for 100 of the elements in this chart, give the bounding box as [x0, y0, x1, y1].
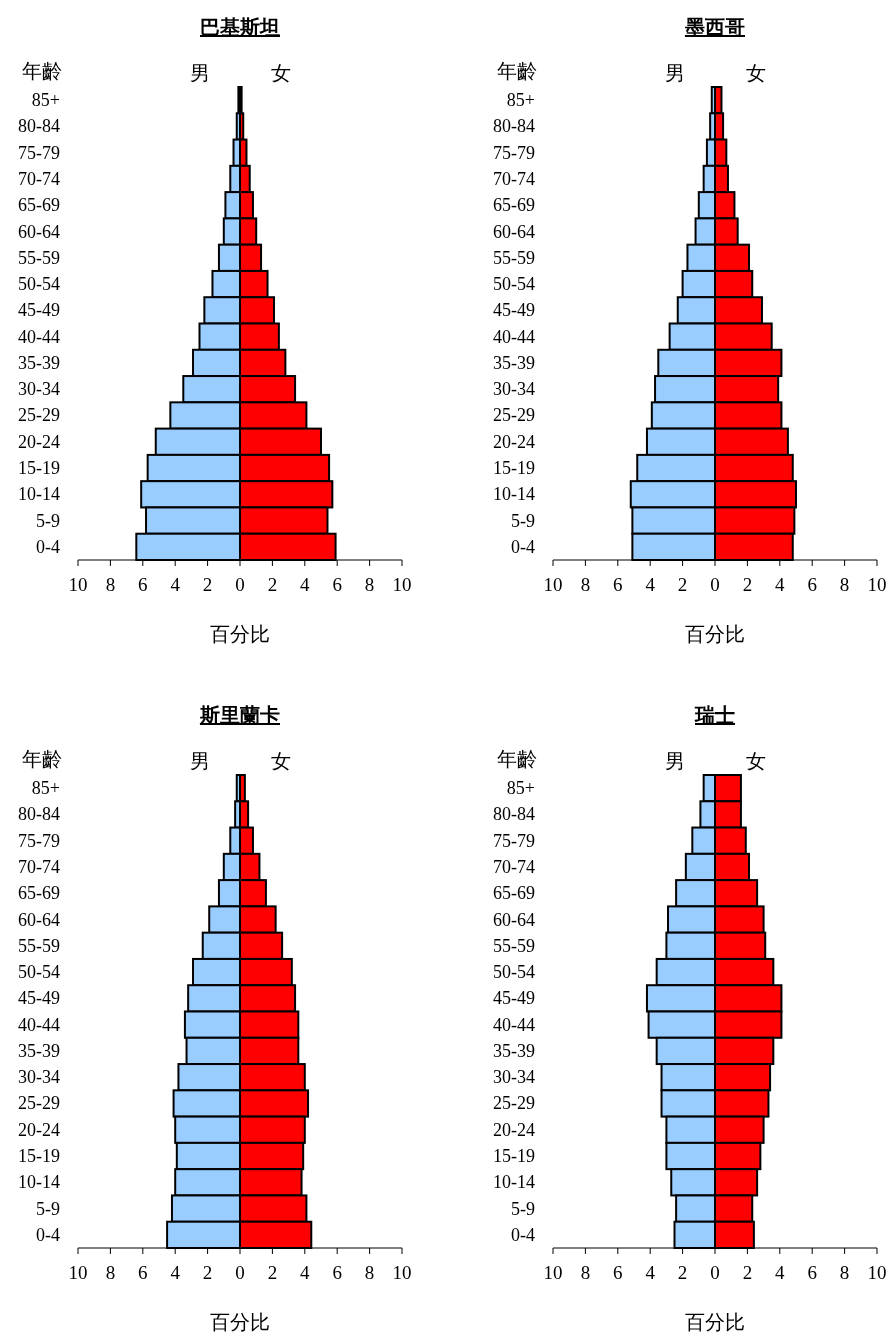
y-tick-label: 70-74	[493, 168, 535, 189]
x-tick-label: 2	[202, 1262, 213, 1283]
y-tick-label: 45-49	[493, 300, 535, 321]
y-tick-label: 60-64	[493, 909, 535, 930]
y-tick-label: 5-9	[511, 1198, 535, 1219]
x-tick-label: 8	[364, 574, 375, 595]
y-tick-label: 10-14	[18, 484, 60, 505]
chart-title: 巴基斯坦	[200, 16, 280, 38]
x-tick-label: 8	[580, 1262, 591, 1283]
y-tick-label: 80-84	[18, 116, 60, 137]
x-tick-label: 4	[300, 1262, 311, 1283]
y-tick-label: 25-29	[493, 1093, 535, 1114]
x-tick-label: 0	[710, 1262, 720, 1283]
y-axis-title: 年齡	[497, 748, 537, 770]
y-tick-label: 85+	[506, 90, 535, 111]
x-tick-label: 2	[742, 1262, 753, 1283]
series-label: 女	[270, 750, 291, 772]
y-tick-label: 25-29	[493, 405, 535, 426]
x-tick-label: 4	[170, 1262, 181, 1283]
y-tick-label: 40-44	[493, 1014, 535, 1035]
x-tick-label: 8	[364, 1262, 375, 1283]
x-tick-label: 2	[267, 1262, 278, 1283]
y-tick-label: 85+	[506, 778, 535, 799]
x-tick-label: 6	[613, 1262, 623, 1283]
y-tick-label: 10-14	[493, 484, 535, 505]
y-tick-label: 30-34	[493, 1067, 535, 1088]
x-tick-label: 10	[543, 1262, 563, 1283]
x-axis-title: 百分比	[685, 623, 745, 645]
y-tick-label: 70-74	[493, 856, 535, 877]
y-tick-label: 65-69	[18, 195, 60, 216]
y-tick-label: 50-54	[493, 274, 535, 295]
x-tick-label: 6	[332, 574, 342, 595]
y-tick-label: 15-19	[18, 1146, 60, 1167]
y-tick-label: 10-14	[18, 1172, 60, 1193]
x-tick-label: 10	[392, 1262, 412, 1283]
y-tick-label: 40-44	[493, 326, 535, 347]
y-tick-label: 0-4	[36, 536, 60, 557]
y-tick-label: 65-69	[493, 883, 535, 904]
x-tick-label: 6	[332, 1262, 342, 1283]
y-tick-label: 80-84	[493, 116, 535, 137]
y-tick-label: 5-9	[511, 510, 535, 531]
y-tick-label: 30-34	[493, 379, 535, 400]
y-axis-title: 年齡	[22, 60, 62, 82]
y-tick-label: 5-9	[36, 510, 60, 531]
y-tick-label: 45-49	[18, 300, 60, 321]
x-tick-label: 4	[645, 574, 656, 595]
y-tick-label: 45-49	[18, 988, 60, 1009]
x-tick-label: 4	[645, 1262, 656, 1283]
y-tick-label: 20-24	[18, 1119, 60, 1140]
y-tick-label: 75-79	[18, 830, 60, 851]
x-tick-label: 8	[839, 574, 850, 595]
x-tick-label: 6	[807, 1262, 817, 1283]
y-tick-label: 40-44	[18, 1014, 60, 1035]
y-tick-label: 50-54	[18, 274, 60, 295]
x-axis-title: 百分比	[210, 623, 270, 645]
y-tick-label: 55-59	[18, 247, 60, 268]
x-tick-label: 2	[742, 574, 753, 595]
x-tick-label: 4	[300, 574, 311, 595]
x-tick-label: 8	[105, 1262, 116, 1283]
x-tick-label: 6	[138, 1262, 148, 1283]
y-tick-label: 35-39	[493, 1040, 535, 1061]
y-tick-label: 85+	[31, 778, 60, 799]
y-tick-label: 35-39	[18, 352, 60, 373]
y-tick-label: 70-74	[18, 856, 60, 877]
y-tick-label: 65-69	[18, 883, 60, 904]
y-tick-label: 45-49	[493, 988, 535, 1009]
y-tick-label: 0-4	[511, 1224, 535, 1245]
y-tick-label: 15-19	[493, 1146, 535, 1167]
x-tick-label: 4	[775, 1262, 786, 1283]
y-tick-label: 80-84	[18, 804, 60, 825]
y-tick-label: 5-9	[36, 1198, 60, 1219]
x-tick-label: 8	[839, 1262, 850, 1283]
x-tick-label: 2	[202, 574, 213, 595]
y-tick-label: 70-74	[18, 168, 60, 189]
series-label: 男	[189, 750, 210, 772]
y-tick-label: 60-64	[493, 221, 535, 242]
x-tick-label: 4	[170, 574, 181, 595]
y-tick-label: 80-84	[493, 804, 535, 825]
x-tick-label: 2	[267, 574, 278, 595]
y-tick-label: 20-24	[18, 431, 60, 452]
x-tick-label: 6	[138, 574, 148, 595]
y-tick-label: 85+	[31, 90, 60, 111]
x-tick-label: 10	[867, 1262, 887, 1283]
y-tick-label: 50-54	[18, 962, 60, 983]
y-tick-label: 75-79	[493, 142, 535, 163]
x-tick-label: 8	[105, 574, 116, 595]
series-label: 男	[664, 750, 685, 772]
y-tick-label: 20-24	[493, 431, 535, 452]
y-tick-label: 30-34	[18, 1067, 60, 1088]
y-tick-label: 15-19	[18, 458, 60, 479]
x-tick-label: 8	[580, 574, 591, 595]
y-tick-label: 0-4	[511, 536, 535, 557]
x-tick-label: 0	[235, 574, 245, 595]
x-tick-label: 0	[710, 574, 720, 595]
y-tick-label: 60-64	[18, 909, 60, 930]
y-tick-label: 50-54	[493, 962, 535, 983]
y-tick-label: 35-39	[18, 1040, 60, 1061]
y-tick-label: 40-44	[18, 326, 60, 347]
x-axis-title: 百分比	[210, 1311, 270, 1333]
x-tick-label: 10	[68, 1262, 88, 1283]
